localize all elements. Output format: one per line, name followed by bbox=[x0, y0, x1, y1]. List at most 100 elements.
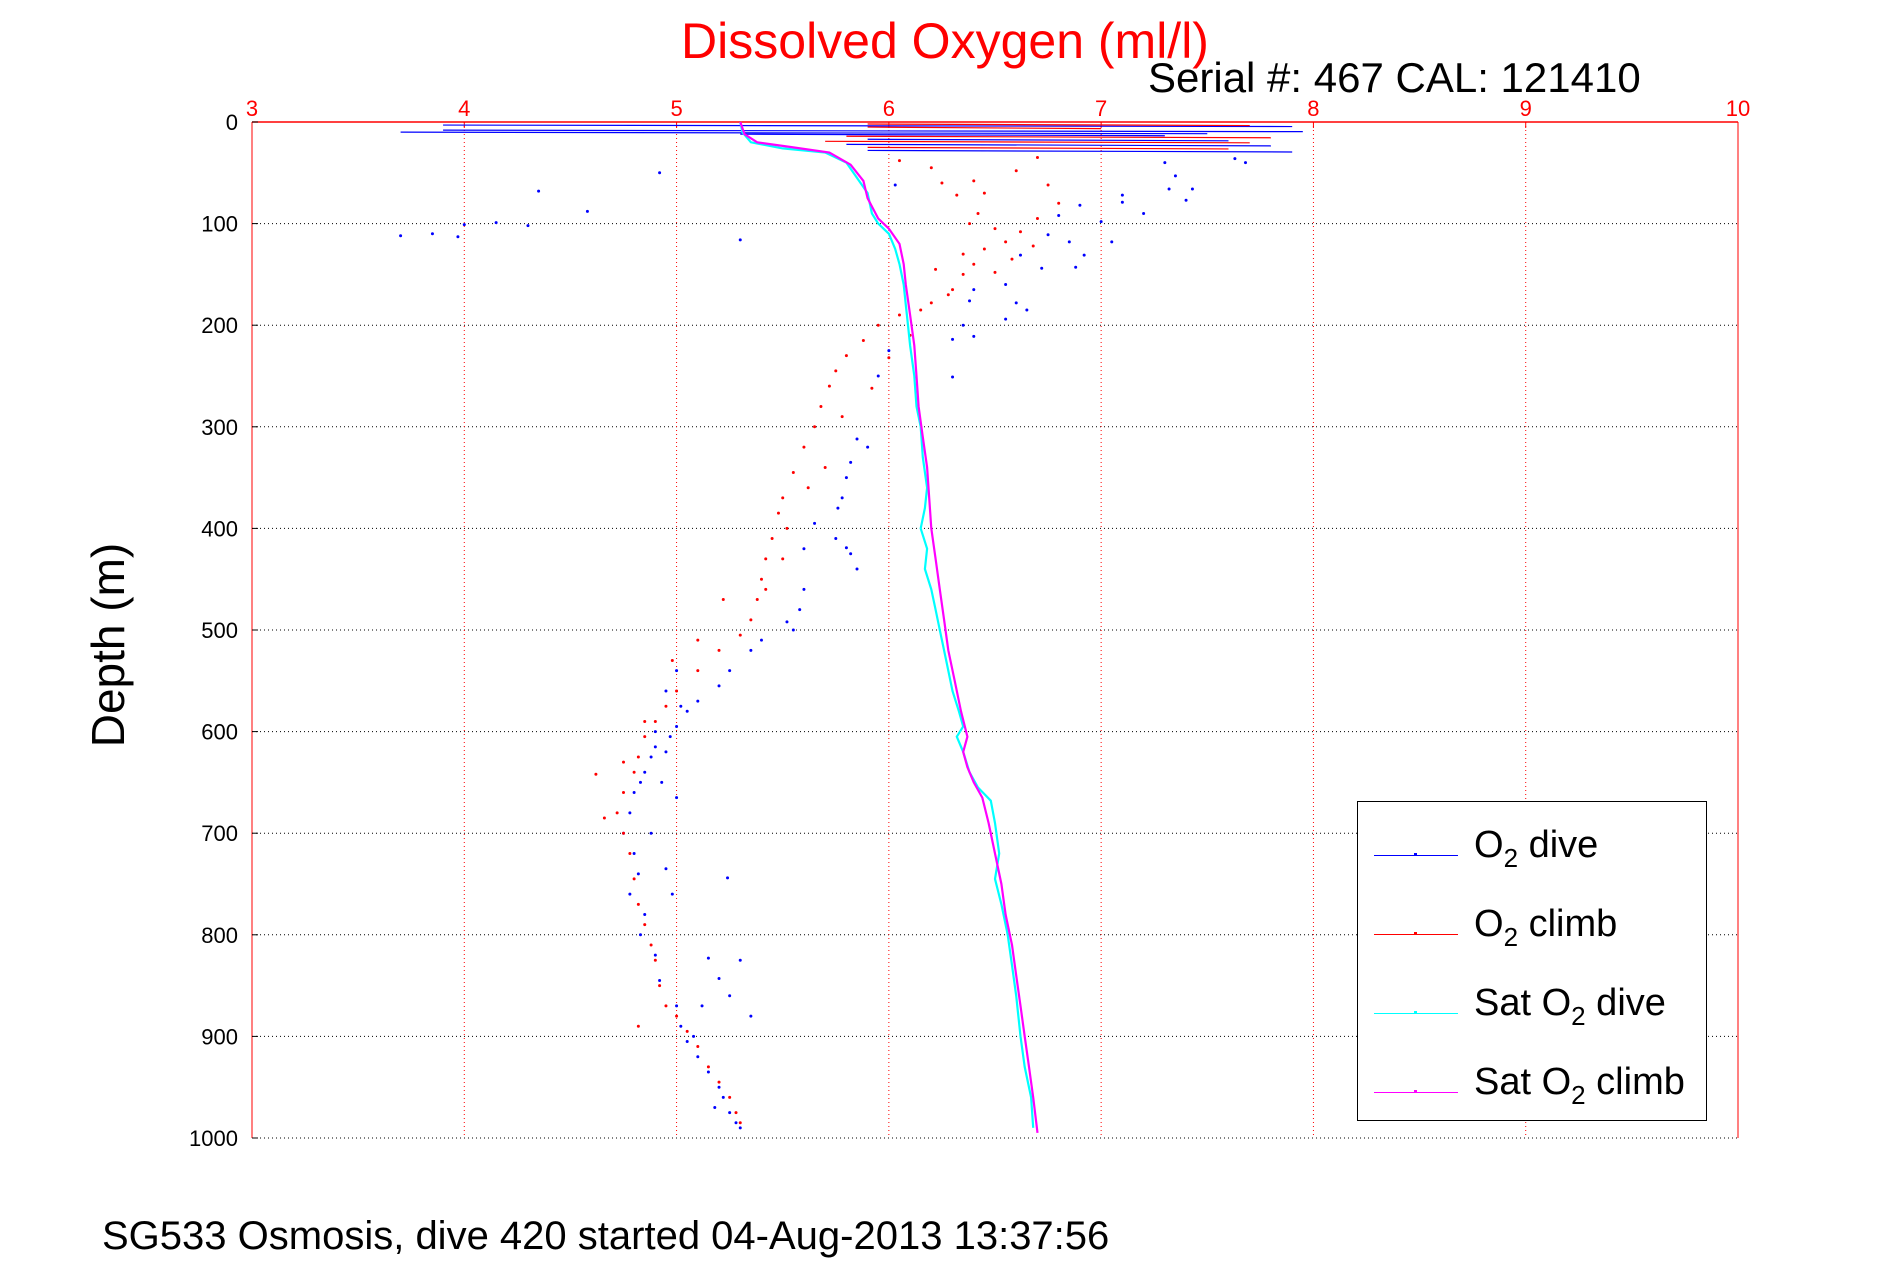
o2-dive-point bbox=[638, 933, 642, 937]
legend-label-prefix: O bbox=[1474, 824, 1504, 866]
o2-climb-point bbox=[696, 669, 700, 673]
o2-climb-point bbox=[806, 486, 810, 490]
o2-climb-point bbox=[929, 166, 933, 170]
o2-dive-surface-spike bbox=[400, 131, 1208, 135]
o2-climb-point bbox=[929, 301, 933, 305]
legend-label-suffix: climb bbox=[1585, 1061, 1685, 1103]
o2-dive-point bbox=[855, 437, 859, 441]
legend-label: Sat O2 dive bbox=[1474, 982, 1666, 1032]
o2-climb-point bbox=[664, 1004, 668, 1008]
o2-dive-point bbox=[1040, 266, 1044, 270]
o2-climb-point bbox=[982, 191, 986, 195]
o2-climb-point bbox=[897, 313, 901, 317]
sat-o2-dive-line bbox=[739, 121, 1035, 1128]
o2-climb-surface-spike bbox=[867, 123, 1250, 127]
o2-dive-point bbox=[462, 223, 466, 227]
o2-dive-point bbox=[585, 209, 589, 213]
o2-dive-point bbox=[685, 1039, 689, 1043]
o2-climb-point bbox=[706, 1065, 710, 1069]
o2-climb-point bbox=[653, 719, 657, 723]
o2-dive-point bbox=[844, 546, 848, 550]
o2-dive-point bbox=[494, 221, 498, 225]
o2-climb-point bbox=[734, 1111, 738, 1115]
o2-dive-point bbox=[675, 1004, 679, 1008]
o2-dive-point bbox=[660, 780, 664, 784]
x-tick-label: 8 bbox=[1307, 96, 1319, 121]
o2-climb-point bbox=[764, 557, 768, 561]
o2-climb-surface-spike bbox=[825, 140, 1250, 144]
o2-climb-point bbox=[791, 471, 795, 475]
o2-dive-point bbox=[685, 709, 689, 713]
legend-label-suffix: dive bbox=[1585, 982, 1666, 1024]
o2-dive-point bbox=[717, 1085, 721, 1089]
o2-dive-point bbox=[675, 796, 679, 800]
o2-dive-point bbox=[728, 669, 732, 673]
x-tick-label: 3 bbox=[246, 96, 258, 121]
y-tick-label: 200 bbox=[201, 313, 238, 338]
legend-label-subscript: 2 bbox=[1571, 1001, 1586, 1031]
o2-climb-point bbox=[738, 633, 742, 637]
o2-climb-point bbox=[1046, 183, 1050, 187]
o2-climb-point bbox=[781, 496, 785, 500]
o2-dive-point bbox=[1046, 233, 1050, 237]
o2-climb-point bbox=[1010, 257, 1014, 261]
o2-climb-point bbox=[622, 831, 625, 835]
o2-climb-point bbox=[632, 877, 636, 881]
o2-dive-point bbox=[849, 460, 853, 464]
x-tick-label: 7 bbox=[1095, 96, 1107, 121]
o2-dive-point bbox=[706, 956, 710, 960]
o2-climb-point bbox=[749, 618, 753, 622]
o2-dive-point bbox=[430, 232, 434, 236]
o2-climb-surface-spike bbox=[846, 135, 1271, 139]
o2-climb-point bbox=[622, 760, 625, 764]
x-tick-label: 5 bbox=[670, 96, 682, 121]
o2-climb-point bbox=[675, 1014, 679, 1018]
o2-climb-point bbox=[940, 181, 944, 185]
legend-label-prefix: O bbox=[1474, 903, 1504, 945]
o2-dive-point bbox=[951, 375, 955, 379]
o2-climb-point bbox=[1014, 169, 1018, 173]
o2-dive-point bbox=[664, 689, 668, 693]
o2-dive-point bbox=[1025, 308, 1029, 312]
o2-dive-point bbox=[840, 496, 844, 500]
o2-climb-surface-spike bbox=[867, 126, 1102, 130]
o2-dive-point bbox=[1233, 157, 1237, 161]
legend-label-subscript: 2 bbox=[1503, 922, 1519, 952]
o2-dive-point bbox=[679, 704, 683, 708]
o2-dive-point bbox=[679, 1024, 683, 1028]
o2-climb-point bbox=[643, 735, 647, 739]
o2-climb-point bbox=[632, 770, 636, 774]
legend-label-suffix: dive bbox=[1518, 824, 1599, 866]
o2-dive-point bbox=[1018, 253, 1022, 257]
o2-climb-point bbox=[1004, 240, 1008, 244]
o2-dive-point bbox=[658, 979, 662, 983]
o2-climb-point bbox=[968, 222, 972, 226]
o2-climb-point bbox=[770, 537, 774, 541]
o2-climb-point bbox=[802, 445, 806, 449]
o2-climb-point bbox=[840, 415, 844, 419]
o2-dive-point bbox=[700, 1004, 704, 1008]
chart-title: Dissolved Oxygen (ml/l) bbox=[681, 13, 1209, 69]
o2-climb-point bbox=[636, 755, 640, 759]
legend-marker bbox=[1414, 1090, 1417, 1093]
o2-climb-point bbox=[934, 267, 938, 271]
serial-cal-label: Serial #: 467 CAL: 121410 bbox=[1148, 54, 1641, 101]
o2-dive-point bbox=[632, 852, 636, 856]
o2-dive-point bbox=[653, 953, 657, 957]
o2-dive-point bbox=[1120, 193, 1124, 197]
o2-dive-surface-spike bbox=[443, 124, 1293, 128]
o2-climb-point bbox=[887, 356, 891, 360]
legend: O2 dive O2 climb Sat O2 dive Sat O2 climb bbox=[1357, 801, 1707, 1121]
o2-dive-point bbox=[844, 476, 848, 480]
o2-climb-point bbox=[1035, 217, 1039, 221]
legend-label-subscript: 2 bbox=[1503, 843, 1519, 873]
o2-climb-point bbox=[813, 425, 817, 429]
legend-label: Sat O2 climb bbox=[1474, 1061, 1685, 1111]
o2-dive-point bbox=[855, 567, 859, 571]
dive-info-footer: SG533 Osmosis, dive 420 started 04-Aug-2… bbox=[102, 1214, 1110, 1258]
x-tick-label: 6 bbox=[883, 96, 895, 121]
o2-climb-point bbox=[1057, 201, 1061, 205]
o2-dive-point bbox=[526, 224, 530, 228]
o2-dive-point bbox=[721, 1095, 725, 1099]
o2-dive-point bbox=[968, 299, 972, 303]
